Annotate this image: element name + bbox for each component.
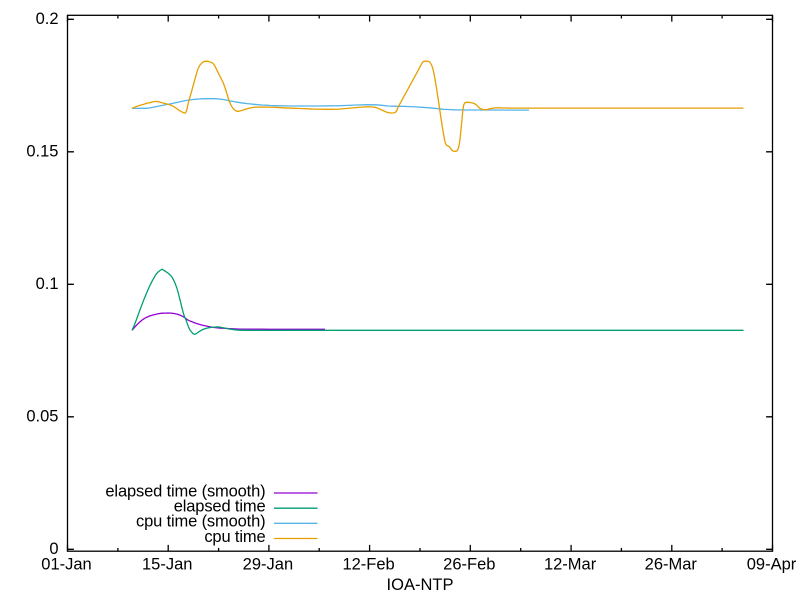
svg-text:01-Jan: 01-Jan (41, 556, 91, 574)
svg-text:0.15: 0.15 (26, 143, 58, 161)
svg-text:elapsed time (smooth): elapsed time (smooth) (105, 482, 265, 500)
svg-text:26-Feb: 26-Feb (443, 556, 495, 574)
svg-text:0.05: 0.05 (26, 408, 58, 426)
svg-text:29-Jan: 29-Jan (243, 556, 293, 574)
svg-text:IOA-NTP: IOA-NTP (387, 576, 454, 594)
svg-text:cpu time: cpu time (204, 528, 265, 546)
svg-text:0.1: 0.1 (36, 275, 59, 293)
svg-text:12-Mar: 12-Mar (544, 556, 597, 574)
svg-text:elapsed time: elapsed time (174, 498, 266, 516)
svg-text:12-Feb: 12-Feb (342, 556, 394, 574)
svg-text:26-Mar: 26-Mar (645, 556, 698, 574)
svg-text:0: 0 (49, 540, 58, 558)
svg-text:09-Apr: 09-Apr (747, 556, 797, 574)
svg-text:15-Jan: 15-Jan (142, 556, 192, 574)
svg-text:cpu time (smooth): cpu time (smooth) (136, 513, 266, 531)
svg-text:0.2: 0.2 (36, 10, 59, 28)
